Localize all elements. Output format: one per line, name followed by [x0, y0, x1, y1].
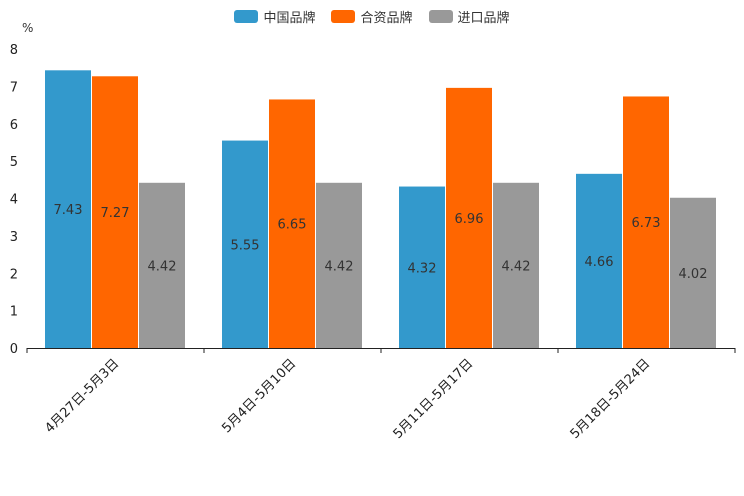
bar-data-label: 7.27: [101, 206, 130, 221]
bar-import-brand: [670, 197, 716, 348]
y-tick-label: 6: [10, 118, 18, 133]
legend-label-china-brand: 中国品牌: [263, 11, 316, 26]
bar-china-brand: [222, 140, 268, 348]
y-tick-label: 3: [10, 230, 18, 245]
bar-data-label: 4.42: [502, 259, 531, 274]
bar-data-label: 7.43: [54, 203, 83, 218]
bar-data-label: 5.55: [231, 238, 260, 253]
legend-swatch-china-brand: [234, 10, 259, 23]
bar-joint-venture-brand: [269, 99, 315, 348]
bar-china-brand: [45, 70, 91, 349]
legend-label-joint-venture-brand: 合资品牌: [360, 11, 413, 26]
y-tick-label: 7: [10, 80, 18, 95]
bar-joint-venture-brand: [92, 76, 138, 348]
bar-data-label: 6.65: [278, 218, 307, 233]
bar-data-label: 4.02: [679, 267, 708, 282]
x-category-label: 5月4日-5月10日: [219, 356, 299, 436]
x-category-label: 5月11日-5月17日: [391, 356, 477, 442]
bar-data-label: 4.42: [325, 259, 354, 274]
x-category-label: 4月27日-5月3日: [42, 356, 122, 436]
legend-item-import-brand[interactable]: 进口品牌: [428, 7, 510, 26]
x-category-label: 5月18日-5月24日: [568, 356, 654, 442]
legend-item-china-brand[interactable]: 中国品牌: [234, 7, 315, 26]
y-axis-unit-label: %: [22, 21, 34, 35]
bar-data-label: 6.73: [632, 216, 661, 231]
y-tick-label: 5: [10, 155, 18, 170]
y-tick-label: 0: [10, 342, 18, 357]
bar-china-brand: [576, 173, 622, 348]
y-tick-label: 8: [10, 43, 18, 58]
bar-data-label: 6.96: [455, 212, 484, 227]
y-tick-label: 4: [10, 193, 18, 208]
bar-import-brand: [493, 182, 539, 348]
bar-data-label: 4.42: [148, 259, 177, 274]
y-tick-label: 2: [10, 267, 18, 282]
bar-data-label: 4.66: [585, 255, 614, 270]
bar-import-brand: [316, 182, 362, 348]
bar-data-label: 4.32: [408, 261, 437, 276]
legend-swatch-import-brand: [428, 10, 453, 23]
bar-joint-venture-brand: [623, 96, 669, 348]
legend-swatch-joint-venture-brand: [331, 10, 356, 23]
chart-legend: 中国品牌 合资品牌 进口品牌: [0, 7, 744, 26]
bar-import-brand: [139, 182, 185, 348]
legend-label-import-brand: 进口品牌: [457, 11, 510, 26]
legend-item-joint-venture-brand[interactable]: 合资品牌: [331, 7, 413, 26]
y-tick-label: 1: [10, 305, 18, 320]
bar-joint-venture-brand: [446, 87, 492, 349]
bar-china-brand: [399, 186, 445, 348]
